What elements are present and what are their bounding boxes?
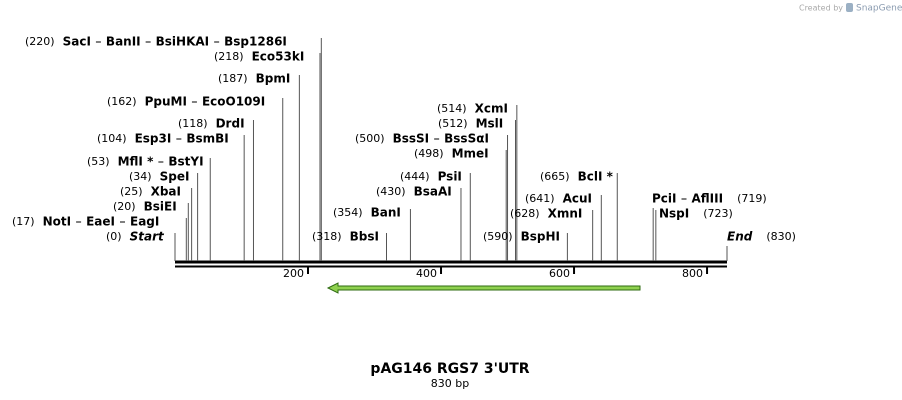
site-position: (0) bbox=[106, 230, 122, 243]
site-position: (500) bbox=[355, 132, 385, 145]
site-name: EcoO109I bbox=[202, 95, 265, 109]
logo-icon bbox=[846, 3, 853, 12]
site-name: BclI * bbox=[578, 170, 614, 184]
site-position: (498) bbox=[414, 147, 444, 160]
site-name: XmnI bbox=[548, 207, 583, 221]
site-position: (354) bbox=[333, 206, 363, 219]
site-position: (514) bbox=[437, 102, 467, 115]
site-position: (590) bbox=[483, 230, 513, 243]
sequence-length: 830 bp bbox=[431, 377, 469, 390]
site-position: (53) bbox=[87, 155, 110, 168]
site-name: End bbox=[727, 230, 753, 244]
site-name: Eco53kI bbox=[252, 50, 305, 64]
site-position: (628) bbox=[510, 207, 540, 220]
site-position: (20) bbox=[113, 200, 136, 213]
site-name: BsiHKAI bbox=[156, 35, 210, 49]
site-position: (34) bbox=[129, 170, 152, 183]
site-name: BsiEI bbox=[144, 200, 177, 214]
site-name: EagI bbox=[130, 215, 159, 229]
site-name: BstYI bbox=[168, 155, 203, 169]
site-position: (430) bbox=[376, 185, 406, 198]
scale-label: 200 bbox=[283, 267, 304, 280]
site-name: AflIII bbox=[692, 192, 724, 206]
site-name: Start bbox=[130, 230, 165, 244]
site-name: BbsI bbox=[350, 230, 379, 244]
scale-label: 400 bbox=[416, 267, 437, 280]
site-name: PciI bbox=[652, 192, 677, 206]
site-position: (719) bbox=[737, 192, 767, 205]
site-name: DrdI bbox=[216, 117, 245, 131]
site-name: BssSαI bbox=[444, 132, 489, 146]
site-name: BssSI bbox=[393, 132, 430, 146]
site-name: MflI * bbox=[118, 155, 154, 169]
site-position: (723) bbox=[703, 207, 733, 220]
credit: Created by bbox=[799, 4, 843, 13]
site-name: AcuI bbox=[563, 192, 592, 206]
site-name: XbaI bbox=[151, 185, 181, 199]
site-name: Bsp1286I bbox=[224, 35, 287, 49]
site-name: PpuMI bbox=[145, 95, 187, 109]
site-name: NspI bbox=[659, 207, 689, 221]
site-name: SpeI bbox=[160, 170, 190, 184]
site-position: (25) bbox=[120, 185, 143, 198]
site-position: (218) bbox=[214, 50, 244, 63]
site-position: (318) bbox=[312, 230, 342, 243]
site-position: (17) bbox=[12, 215, 35, 228]
site-position: (220) bbox=[25, 35, 55, 48]
site-position: (665) bbox=[540, 170, 570, 183]
site-name: MslI bbox=[476, 117, 504, 131]
site-name: BspHI bbox=[521, 230, 560, 244]
brand: SnapGene bbox=[856, 4, 902, 14]
site-name: BsmBI bbox=[186, 132, 228, 146]
scale-label: 600 bbox=[549, 267, 570, 280]
feature-arrow bbox=[326, 282, 641, 294]
site-position: (512) bbox=[438, 117, 468, 130]
site-position: (187) bbox=[218, 72, 248, 85]
site-position: (104) bbox=[97, 132, 127, 145]
site-position: (444) bbox=[400, 170, 430, 183]
site-position: (162) bbox=[107, 95, 137, 108]
site-name: BanII bbox=[106, 35, 141, 49]
site-name: BsaAI bbox=[414, 185, 452, 199]
scale-label: 800 bbox=[682, 267, 703, 280]
site-name: XcmI bbox=[475, 102, 508, 116]
site-position: (118) bbox=[178, 117, 208, 130]
site-name: NotI bbox=[43, 215, 72, 229]
site-name: MmeI bbox=[452, 147, 489, 161]
site-name: PsiI bbox=[438, 170, 462, 184]
site-name: SacI bbox=[63, 35, 91, 49]
site-position: (641) bbox=[525, 192, 555, 205]
site-name: BanI bbox=[371, 206, 401, 220]
map-title: pAG146 RGS7 3'UTR bbox=[370, 361, 529, 377]
site-name: EaeI bbox=[86, 215, 115, 229]
site-name: BpmI bbox=[256, 72, 291, 86]
site-position: (830) bbox=[766, 230, 796, 243]
site-name: Esp3I bbox=[135, 132, 172, 146]
